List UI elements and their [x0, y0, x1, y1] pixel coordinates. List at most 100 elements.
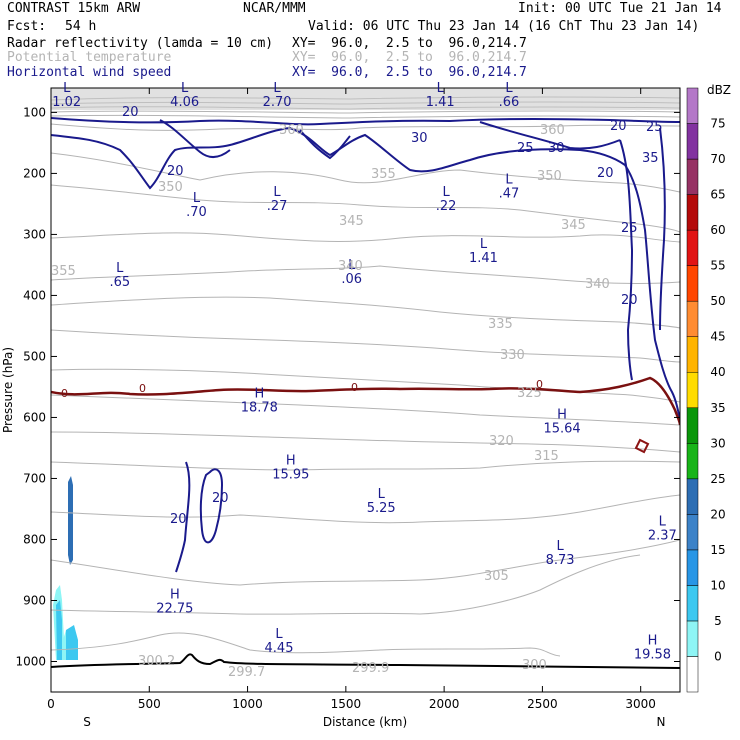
field-3-name: Horizontal wind speed — [7, 65, 172, 80]
axes: 0 500 1000 1500 2000 2500 30001002003004005006… — [15, 88, 680, 711]
theta-label: 340 — [338, 259, 363, 274]
freezing-label: 0 — [61, 387, 68, 400]
x-tick-label: 1500 — [331, 697, 362, 711]
wind-contour-label: 25 — [621, 221, 638, 236]
marker-kind: H — [170, 588, 180, 603]
marker-kind: L — [275, 627, 283, 642]
colorbar-unit: dBZ — [707, 83, 731, 97]
marker-kind: L — [63, 81, 71, 96]
colorbar-swatch — [686, 336, 699, 373]
theta-label: 325 — [517, 386, 542, 401]
colorbar-swatch — [686, 194, 699, 231]
y-tick-label: 1000 — [15, 654, 46, 668]
marker-value: 18.78 — [241, 400, 278, 415]
y-tick-label: 900 — [23, 593, 46, 607]
theta-label: 345 — [339, 214, 364, 229]
wind-contour-label: 35 — [642, 151, 659, 166]
wind-contour-label: 20 — [122, 105, 139, 120]
y-tick-label: 700 — [23, 471, 46, 485]
y-axis-label: Pressure (hPa) — [1, 347, 15, 433]
colorbar-level: 45 — [710, 330, 725, 344]
model-title: CONTRAST 15km ARW — [7, 1, 141, 16]
marker-kind: L — [193, 191, 201, 206]
theta-label: 299.7 — [228, 665, 265, 680]
theta-label: 300.2 — [138, 654, 175, 669]
y-tick-label: 200 — [23, 166, 46, 180]
field-1-coords: XY= 96.0, 2.5 to 96.0,214.7 — [292, 36, 527, 51]
marker-kind: L — [505, 81, 513, 96]
colorbar-swatch — [686, 87, 699, 124]
marker-kind: L — [505, 173, 513, 188]
marker-value: 1.41 — [469, 251, 498, 266]
x-tick-label: 2000 — [429, 697, 460, 711]
freezing-level-labels: 0 0 0 0 — [61, 378, 543, 400]
marker-value: 19.58 — [634, 647, 671, 662]
colorbar-swatch — [686, 585, 699, 622]
marker-kind: H — [648, 633, 658, 648]
theta-label: 330 — [500, 348, 525, 363]
marker-kind: H — [557, 408, 567, 423]
x-tick-label: 500 — [138, 697, 161, 711]
marker-value: .47 — [499, 187, 520, 202]
wind-contour-labels: 20 20 30 25 30 20 25 35 20 25 20 20 20 — [122, 105, 663, 527]
marker-value: 1.41 — [426, 95, 455, 110]
theta-label: 360 — [279, 123, 304, 138]
colorbar-level: 65 — [710, 188, 725, 202]
colorbar-level: 40 — [710, 365, 725, 379]
colorbar-level: 35 — [710, 401, 725, 415]
marker-kind: L — [556, 539, 564, 554]
marker-value: 4.06 — [170, 95, 199, 110]
init-time: Init: 00 UTC Tue 21 Jan 14 — [518, 1, 722, 16]
plot-frame — [50, 87, 681, 693]
marker-value: .22 — [436, 199, 457, 214]
colorbar: 0 5 10 15 20 25 30 35 40 45 50 55 60 65 70 75 — [686, 87, 726, 693]
colorbar-swatch — [686, 478, 699, 515]
marker-kind: H — [286, 453, 296, 468]
colorbar-swatch — [686, 407, 699, 444]
theta-label: 360 — [540, 123, 565, 138]
reflectivity-core — [68, 476, 73, 565]
wind-contour-label: 20 — [621, 293, 638, 308]
valid-time: Valid: 06 UTC Thu 23 Jan 14 (16 ChT Thu … — [308, 19, 700, 34]
theta-contour-labels: 300.2 299.7 299.9 300 305 315 320 325 33… — [51, 123, 610, 680]
wind-contour-label: 25 — [646, 120, 663, 135]
left-end-label: S — [83, 715, 91, 729]
wind-contour-label: 20 — [597, 166, 614, 181]
y-tick-label: 500 — [23, 349, 46, 363]
colorbar-level: 20 — [710, 507, 725, 521]
marker-kind: L — [273, 185, 281, 200]
theta-label: 350 — [158, 180, 183, 195]
freezing-label: 0 — [139, 382, 146, 395]
theta-label: 355 — [371, 167, 396, 182]
marker-value: 15.95 — [272, 467, 309, 482]
colorbar-swatch — [686, 443, 699, 480]
colorbar-swatch — [686, 620, 699, 657]
colorbar-level: 75 — [710, 117, 725, 131]
theta-label: 299.9 — [352, 661, 389, 676]
marker-kind: L — [378, 487, 386, 502]
terrain-line — [51, 653, 680, 669]
marker-kind: H — [254, 386, 264, 401]
theta-label: 345 — [561, 218, 586, 233]
colorbar-swatch — [686, 123, 699, 160]
marker-value: 15.64 — [543, 422, 580, 437]
marker-value: 2.37 — [648, 528, 677, 543]
colorbar-swatch — [686, 265, 699, 302]
colorbar-swatch — [686, 158, 699, 195]
marker-value: 22.75 — [156, 602, 193, 617]
marker-kind: L — [437, 81, 445, 96]
wind-contour-label: 20 — [170, 512, 187, 527]
marker-kind: L — [181, 81, 189, 96]
freezing-label: 0 — [351, 381, 358, 394]
theta-label: 340 — [585, 277, 610, 292]
y-tick-label: 800 — [23, 532, 46, 546]
field-1-name: Radar reflectivity (lamda = 10 cm) — [7, 36, 274, 51]
marker-value: .70 — [186, 205, 207, 220]
y-tick-label: 600 — [23, 410, 46, 424]
right-end-label: N — [657, 715, 666, 729]
theta-label: 350 — [537, 169, 562, 184]
colorbar-swatch — [686, 371, 699, 409]
y-tick-label: 100 — [23, 105, 46, 119]
marker-value: .65 — [109, 275, 130, 290]
fcst-value: 54 h — [65, 19, 97, 34]
